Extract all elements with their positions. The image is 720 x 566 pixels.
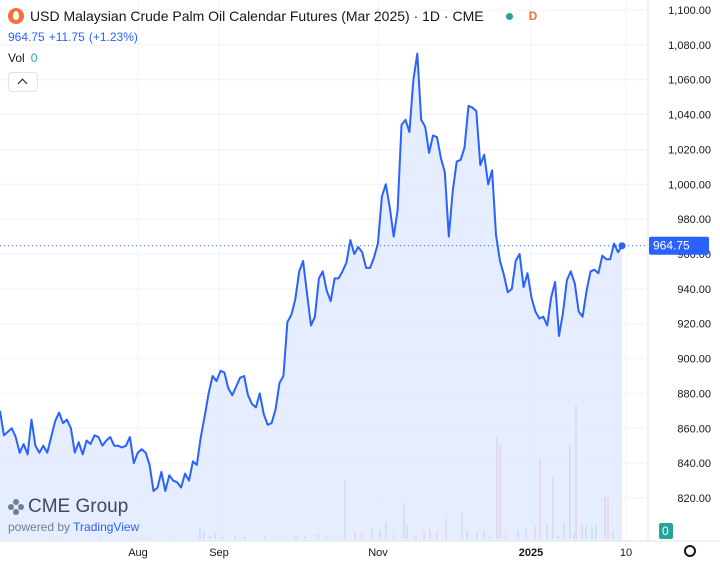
price-tick-label: 920.00 [677,319,711,331]
price-tick-label: 900.00 [677,354,711,366]
delayed-badge[interactable]: D [528,9,538,23]
powered-by-tradingview[interactable]: powered by TradingView [8,520,139,534]
chart-header: USD Malaysian Crude Palm Oil Calendar Fu… [8,8,537,24]
price-tick-label: 1,040.00 [668,110,711,122]
price-tick-label: 1,080.00 [668,40,711,52]
time-tick-label: Nov [368,547,388,559]
volume-label: Vol [8,51,25,65]
price-area-fill [0,53,622,541]
price-change: +11.75 [48,30,85,44]
powered-by-text: powered by [8,520,71,534]
last-price-label: 964.75 [649,236,709,255]
palm-oil-drop-icon [8,8,24,24]
time-axis-labels: Aug Sep Nov 2025 10 [128,547,632,559]
settings-gear-icon[interactable] [684,545,696,557]
time-tick-label: Aug [128,547,148,559]
price-tick-label: 1,000.00 [668,179,711,191]
symbol-title[interactable]: USD Malaysian Crude Palm Oil Calendar Fu… [30,8,484,24]
volume-legend: Vol 0 [8,51,37,65]
time-tick-label: 2025 [519,547,543,559]
last-price-dot [618,242,626,250]
price-tick-label: 860.00 [677,423,711,435]
price-line [0,52,623,492]
price-tick-label: 940.00 [677,284,711,296]
price-tick-label: 1,060.00 [668,75,711,87]
last-price-label-bg [649,236,709,255]
cme-globe-icon [8,499,24,515]
price-axis-labels: 1,100.00 1,080.00 1,060.00 1,040.00 1,020.00… [668,5,711,505]
tradingview-link[interactable]: TradingView [73,520,140,534]
volume-value: 0 [30,51,38,65]
last-price-label-text: 964.75 [653,239,690,253]
price-tick-label: 1,100.00 [668,5,711,17]
price-tick-label: 1,020.00 [668,144,711,156]
quote-line: 964.75 +11.75 (+1.23%) [8,30,138,44]
market-status-dot-icon [505,12,513,20]
collapse-legend-button[interactable] [8,72,38,92]
price-tick-label: 840.00 [677,458,711,470]
volume-axis-label-text: 0 [662,524,669,538]
price-tick-label: 820.00 [677,493,711,505]
price-change-percent: (+1.23%) [88,30,138,44]
volume-axis-label: 0 [659,523,673,539]
price-tick-label: 980.00 [677,214,711,226]
time-tick-label: Sep [209,547,229,559]
last-price: 964.75 [8,30,45,44]
time-tick-label: 10 [620,547,632,559]
volume-axis-label-bg [659,523,673,539]
price-tick-label: 880.00 [677,388,711,400]
cme-group-logo: CME Group [8,496,128,518]
cme-logo-text: CME Group [28,496,129,517]
